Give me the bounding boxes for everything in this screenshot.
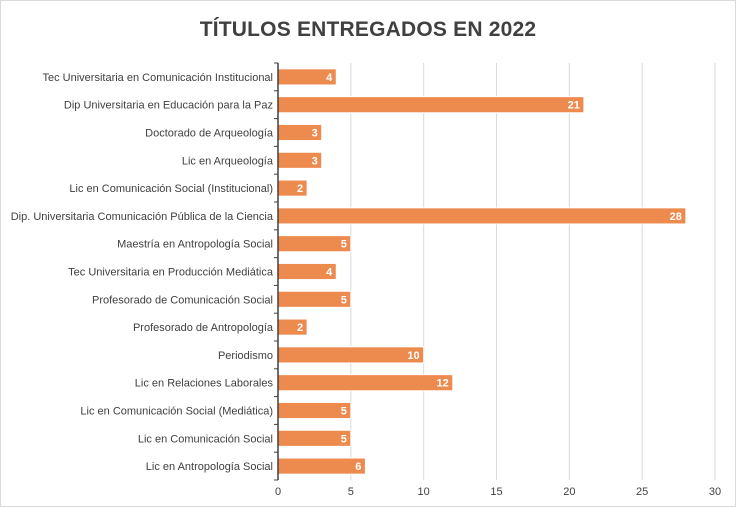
bars [277, 68, 687, 475]
data-label-11: 12 [437, 378, 449, 390]
data-label-2: 3 [312, 128, 318, 140]
x-tick-label-25: 25 [636, 486, 648, 498]
category-label-4: Lic en Comunicación Social (Instituciona… [69, 183, 273, 195]
data-label-4: 2 [297, 183, 303, 195]
category-label-12: Lic en Comunicación Social (Mediática) [80, 406, 273, 418]
data-label-6: 5 [341, 239, 347, 251]
data-label-7: 4 [326, 267, 333, 279]
category-label-14: Lic en Antropología Social [146, 461, 273, 473]
category-label-2: Doctorado de Arqueología [145, 128, 274, 140]
x-tick-label-30: 30 [709, 486, 721, 498]
chart-title: TÍTULOS ENTREGADOS EN 2022 [199, 18, 537, 41]
x-tick-label-10: 10 [418, 486, 430, 498]
x-tick-label-20: 20 [563, 486, 575, 498]
data-label-5: 28 [670, 211, 682, 223]
data-label-14: 6 [355, 461, 361, 473]
category-label-11: Lic en Relaciones Laborales [135, 378, 274, 390]
data-label-3: 3 [312, 155, 318, 167]
category-label-1: Dip Universitaria en Educación para la P… [64, 100, 273, 112]
category-label-6: Maestría en Antropología Social [117, 239, 273, 251]
x-tick-label-0: 0 [275, 486, 281, 498]
bar-11 [277, 374, 454, 392]
data-label-9: 2 [297, 322, 303, 334]
bar-1 [277, 96, 585, 114]
data-label-12: 5 [341, 406, 347, 418]
category-label-9: Profesorado de Antropología [133, 322, 274, 334]
data-label-8: 5 [341, 294, 347, 306]
category-label-3: Lic en Arqueología [182, 155, 274, 167]
grid-lines [350, 63, 716, 480]
category-label-0: Tec Universitaria en Comunicación Instit… [43, 72, 274, 84]
category-label-10: Periodismo [218, 350, 273, 362]
x-tick-label-5: 5 [348, 486, 354, 498]
category-label-5: Dip. Universitaria Comunicación Pública … [11, 211, 274, 223]
bar-5 [277, 207, 687, 225]
data-label-10: 10 [407, 350, 419, 362]
data-label-0: 4 [326, 72, 333, 84]
bar-14 [277, 457, 366, 475]
data-label-13: 5 [341, 433, 347, 445]
bar-10 [277, 346, 425, 364]
x-tick-label-15: 15 [490, 486, 502, 498]
category-label-13: Lic en Comunicación Social [138, 433, 273, 445]
axes [274, 62, 279, 481]
category-label-7: Tec Universitaria en Producción Mediátic… [68, 267, 274, 279]
data-label-1: 21 [568, 100, 580, 112]
category-label-8: Profesorado de Comunicación Social [92, 294, 273, 306]
